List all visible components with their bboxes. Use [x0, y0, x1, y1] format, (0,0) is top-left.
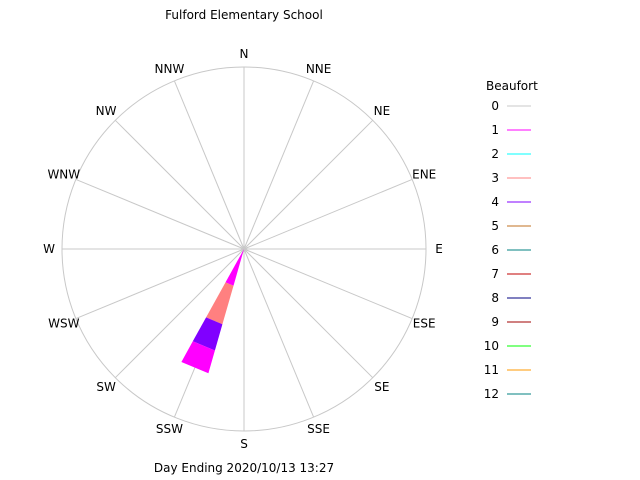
- direction-labels: N NNE NE ENE E ESE SE SSE S SSW SW WSW W WNW NW NNW: [43, 47, 443, 451]
- legend-label-6: 6: [491, 243, 499, 257]
- spoke-wnw: [75, 178, 245, 250]
- legend-label-12: 12: [484, 387, 499, 401]
- spoke-sse: [243, 248, 315, 418]
- rose-spokes: [62, 67, 426, 431]
- direction-label-se: SE: [374, 380, 389, 394]
- direction-label-w: W: [43, 242, 55, 256]
- direction-label-sw: SW: [96, 380, 116, 394]
- spoke-nw: [114, 119, 245, 250]
- direction-label-nw: NW: [96, 104, 117, 118]
- spoke-se: [243, 248, 374, 379]
- spoke-sw: [114, 248, 245, 379]
- legend-label-0: 0: [491, 99, 499, 113]
- legend-label-9: 9: [491, 315, 499, 329]
- legend-label-1: 1: [491, 123, 499, 137]
- legend-label-4: 4: [491, 195, 499, 209]
- direction-label-sse: SSE: [307, 422, 330, 436]
- direction-label-e: E: [435, 242, 443, 256]
- legend-title: Beaufort: [486, 79, 538, 93]
- petal-band-ssw-b1: [181, 341, 215, 374]
- legend-label-3: 3: [491, 171, 499, 185]
- legend-label-8: 8: [491, 291, 499, 305]
- spoke-ese: [243, 248, 413, 320]
- direction-label-wnw: WNW: [47, 167, 80, 181]
- legend-label-2: 2: [491, 147, 499, 161]
- spoke-nnw: [173, 80, 245, 250]
- legend-label-10: 10: [484, 339, 499, 353]
- legend-label-11: 11: [484, 363, 499, 377]
- chart-title: Fulford Elementary School: [165, 8, 323, 22]
- rose-petals: [181, 249, 244, 374]
- direction-label-nnw: NNW: [154, 62, 184, 76]
- petal-band-ssw-b4: [192, 317, 223, 351]
- spoke-ne: [243, 119, 374, 250]
- direction-label-ne: NE: [374, 104, 391, 118]
- direction-label-wsw: WSW: [48, 317, 79, 331]
- petal-band-ssw-b1: [225, 249, 244, 286]
- legend-label-5: 5: [491, 219, 499, 233]
- chart-footer: Day Ending 2020/10/13 13:27: [154, 461, 334, 475]
- direction-label-ene: ENE: [412, 167, 436, 181]
- legend-label-7: 7: [491, 267, 499, 281]
- spoke-wsw: [75, 248, 245, 320]
- direction-label-n: N: [240, 47, 249, 61]
- spoke-nne: [243, 80, 315, 250]
- direction-label-ese: ESE: [413, 317, 436, 331]
- direction-label-s: S: [240, 437, 248, 451]
- direction-label-ssw: SSW: [156, 422, 183, 436]
- direction-label-nne: NNE: [306, 62, 332, 76]
- spoke-ene: [243, 178, 413, 250]
- petal-band-ssw-b3: [206, 282, 234, 325]
